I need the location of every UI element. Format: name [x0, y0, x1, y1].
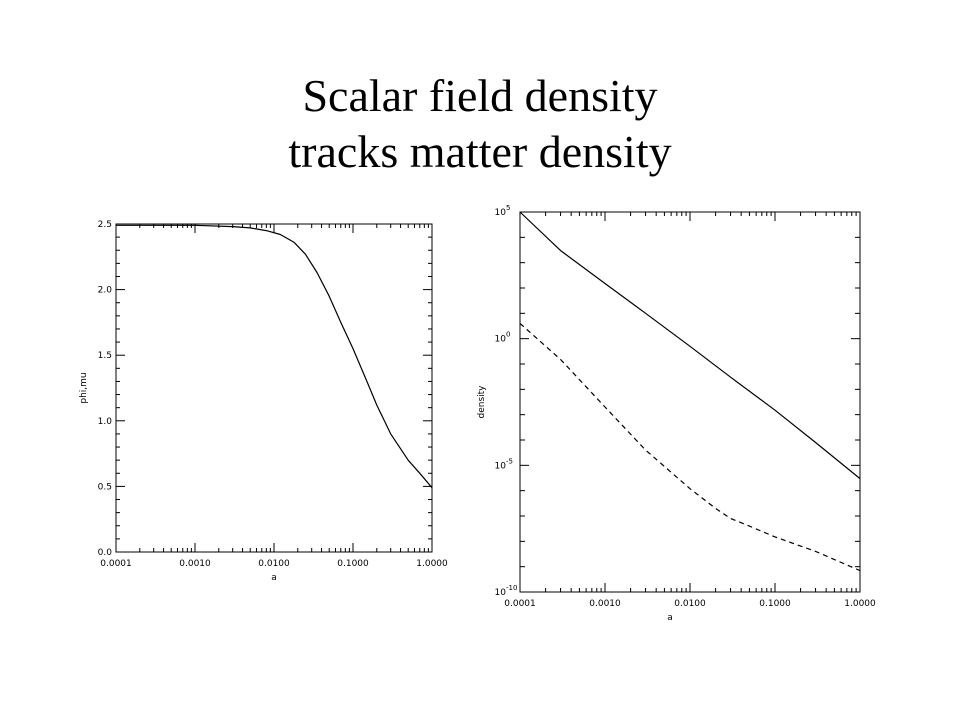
slide-title: Scalar field density tracks matter densi…: [0, 68, 960, 180]
y-tick-label: 0.0: [98, 548, 113, 558]
x-tick-label: 0.0001: [504, 599, 536, 609]
x-axis-label: a: [667, 613, 673, 623]
y-tick-label-base: 10: [495, 588, 507, 598]
x-tick-label: 0.0100: [674, 599, 706, 609]
y-axis-label: phi,mu: [79, 372, 89, 403]
y-tick-label-exponent: -5: [506, 457, 513, 465]
y-tick-label: 10 0: [495, 331, 511, 345]
series-line-solid: [519, 211, 861, 480]
x-tick-label: 1.0000: [416, 559, 448, 569]
x-axis-label: a: [271, 573, 277, 583]
x-tick-label: 1.0000: [844, 599, 876, 609]
y-tick-label: 10 -5: [495, 457, 513, 471]
y-axis-label: density: [477, 385, 487, 419]
y-tick-label: 1.5: [98, 351, 112, 361]
y-tick-label-exponent: 5: [506, 204, 510, 212]
y-tick-label-exponent: 0: [506, 331, 510, 339]
plot-frame: [519, 211, 861, 593]
x-tick-label: 0.0010: [179, 559, 211, 569]
y-tick-label: 1.0: [98, 417, 113, 427]
x-tick-label: 0.1000: [759, 599, 791, 609]
y-tick-label-base: 10: [495, 335, 507, 345]
x-tick-label: 0.0010: [589, 599, 621, 609]
y-tick-label: 0.5: [98, 482, 112, 492]
series-line-dashed: [519, 322, 861, 572]
series-line-solid: [116, 224, 433, 489]
x-tick-label: 0.0100: [258, 559, 290, 569]
y-tick-label-base: 10: [495, 461, 507, 471]
y-tick-label: 2.5: [98, 220, 112, 230]
slide-title-line-2: tracks matter density: [288, 126, 672, 177]
x-tick-label: 0.0001: [100, 559, 132, 569]
y-tick-label: 2.0: [98, 286, 113, 296]
slide-title-line-1: Scalar field density: [302, 70, 658, 121]
y-tick-label-exponent: -10: [506, 584, 517, 592]
x-tick-label: 0.1000: [337, 559, 369, 569]
y-tick-label-base: 10: [495, 208, 507, 218]
y-tick-label: 10 -10: [495, 584, 518, 598]
y-tick-label: 10 5: [495, 204, 511, 218]
